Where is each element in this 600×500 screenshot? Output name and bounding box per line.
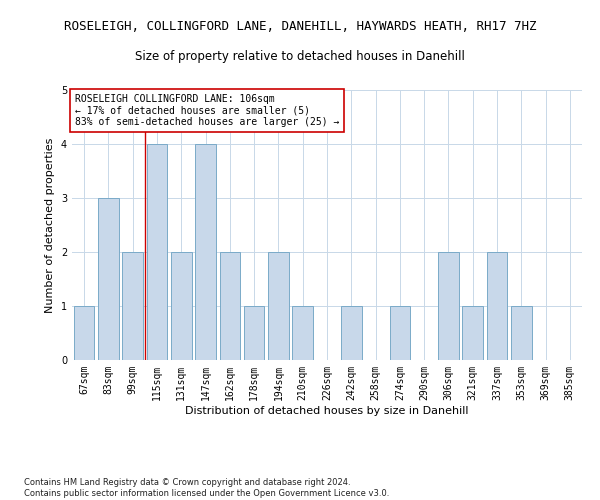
Text: Size of property relative to detached houses in Danehill: Size of property relative to detached ho… [135,50,465,63]
Bar [341,306,362,360]
Bar [244,306,265,360]
Text: Contains HM Land Registry data © Crown copyright and database right 2024.
Contai: Contains HM Land Registry data © Crown c… [24,478,389,498]
Bar [195,144,216,360]
Bar [171,252,191,360]
Bar [74,306,94,360]
Bar [438,252,459,360]
Bar [122,252,143,360]
Bar [511,306,532,360]
Bar [292,306,313,360]
Bar [268,252,289,360]
Y-axis label: Number of detached properties: Number of detached properties [46,138,55,312]
Bar [463,306,483,360]
Bar [487,252,508,360]
Bar [389,306,410,360]
Bar [146,144,167,360]
X-axis label: Distribution of detached houses by size in Danehill: Distribution of detached houses by size … [185,406,469,415]
Text: ROSELEIGH COLLINGFORD LANE: 106sqm
← 17% of detached houses are smaller (5)
83% : ROSELEIGH COLLINGFORD LANE: 106sqm ← 17%… [74,94,339,127]
Text: ROSELEIGH, COLLINGFORD LANE, DANEHILL, HAYWARDS HEATH, RH17 7HZ: ROSELEIGH, COLLINGFORD LANE, DANEHILL, H… [64,20,536,33]
Bar [220,252,240,360]
Bar [98,198,119,360]
